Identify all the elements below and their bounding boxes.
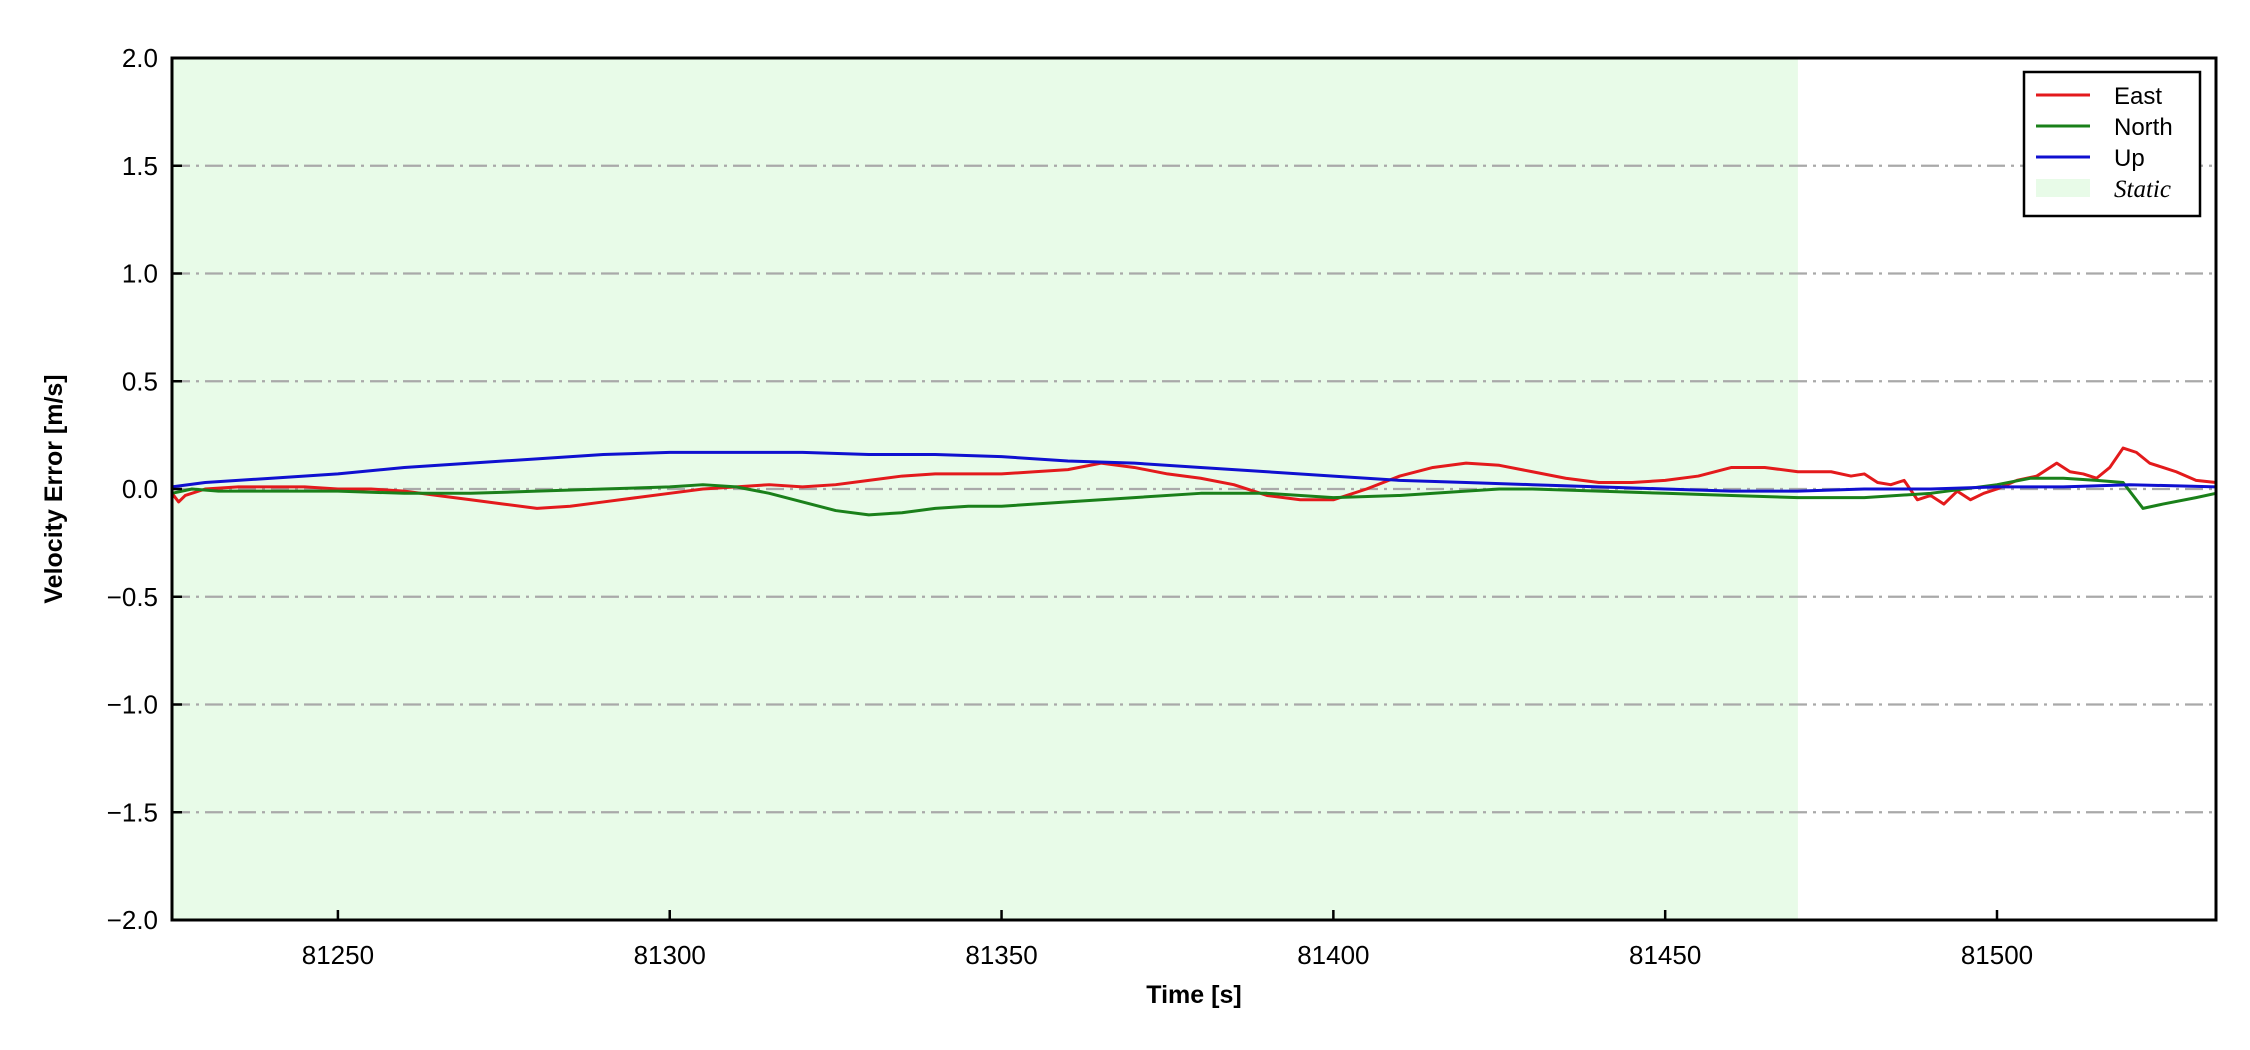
y-axis-title: Velocity Error [m/s] (40, 374, 68, 603)
legend-label-static: Static (2114, 176, 2171, 203)
x-tick-label: 81500 (1961, 940, 2033, 970)
legend-label-up: Up (2114, 145, 2145, 172)
y-tick-label: −1.0 (107, 690, 158, 720)
legend-label-north: North (2114, 114, 2173, 141)
x-tick-label: 81350 (965, 940, 1037, 970)
legend-label-east: East (2114, 83, 2162, 110)
x-tick-label: 81450 (1629, 940, 1701, 970)
legend-swatch-static (2036, 179, 2090, 197)
x-tick-label: 81300 (634, 940, 706, 970)
y-tick-label: 0.5 (122, 366, 158, 396)
y-tick-label: 1.5 (122, 151, 158, 181)
x-axis-title: Time [s] (1146, 981, 1241, 1009)
series-line-up (171, 450, 2217, 493)
y-tick-label: 2.0 (122, 43, 158, 73)
axis-ticks: 81250 81300 81350 81400 81450 81500 −2.0 −1.5 −1… (107, 43, 2033, 970)
gridlines (172, 164, 2216, 814)
y-tick-label: 1.0 (122, 259, 158, 289)
y-tick-label: 0.0 (122, 474, 158, 504)
legend: East North Up Static (2022, 70, 2202, 218)
x-tick-label: 81250 (302, 940, 374, 970)
y-tick-label: −1.5 (107, 797, 158, 827)
series-lines (170, 446, 2217, 517)
x-tick-label: 81400 (1297, 940, 1369, 970)
series-line-north (171, 476, 2217, 517)
y-tick-label: −2.0 (107, 905, 158, 935)
y-tick-label: −0.5 (107, 582, 158, 612)
